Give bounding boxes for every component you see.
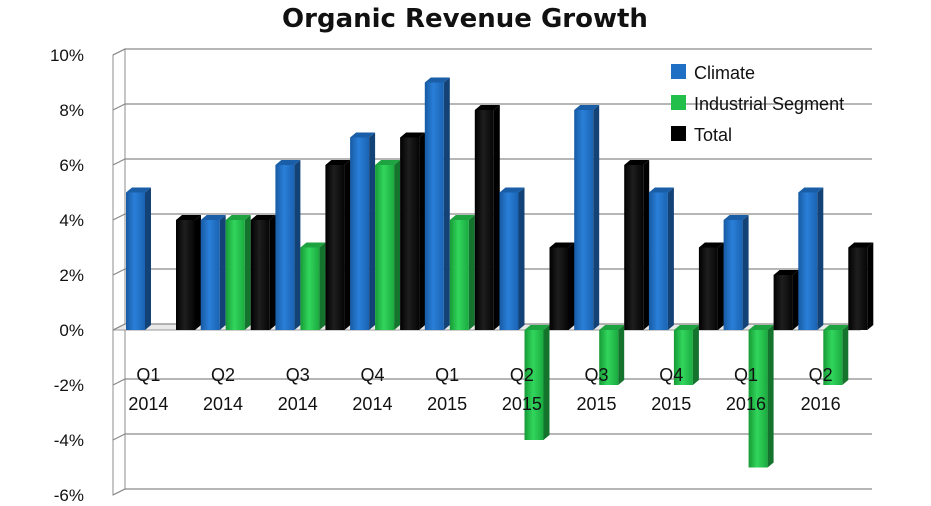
y-tick-label: -2% — [54, 376, 84, 395]
x-tick-label: Q3 2015 — [577, 365, 617, 414]
legend-label-climate: Climate — [694, 63, 755, 83]
bar-climate — [798, 187, 824, 330]
x-tick-label: Q3 2014 — [278, 365, 318, 414]
legend-swatch-total — [671, 126, 686, 141]
bar-total — [250, 215, 276, 330]
bar-climate — [574, 105, 600, 330]
bar-total — [624, 160, 650, 330]
y-tick-label: -6% — [54, 486, 84, 505]
bar-total — [400, 132, 426, 330]
gridline — [112, 433, 872, 441]
x-tick-label: Q4 2015 — [651, 365, 691, 414]
bar-climate — [723, 215, 749, 330]
gridline — [112, 488, 872, 496]
bar-climate — [275, 160, 301, 330]
bars — [126, 77, 874, 468]
y-tick-label: 2% — [59, 266, 84, 285]
bar-climate — [126, 187, 151, 330]
bar-industrial-segment — [823, 325, 849, 385]
bar-industrial-segment — [524, 325, 550, 440]
chart-title: Organic Revenue Growth — [282, 4, 648, 34]
bar-total — [773, 270, 799, 330]
y-tick-label: 4% — [59, 211, 84, 230]
bar-industrial-segment — [599, 325, 625, 385]
x-axis-tick-labels: Q1 2014 Q2 2014 Q3 2014 Q4 2014 Q1 2015 Q2 2015 Q3 20… — [128, 365, 840, 414]
bar-climate — [200, 215, 226, 330]
bar-industrial-segment — [300, 242, 326, 330]
x-tick-label: Q2 2015 — [502, 365, 542, 414]
bar-industrial-segment — [375, 160, 401, 330]
gridline — [112, 323, 872, 331]
legend-swatch-climate — [671, 64, 686, 79]
bar-total — [474, 105, 500, 330]
bar-total — [698, 242, 724, 330]
y-tick-label: 10% — [50, 46, 84, 65]
gridlines — [112, 48, 872, 496]
gridline — [112, 268, 872, 276]
y-tick-label: 8% — [59, 101, 84, 120]
bar-industrial-segment — [673, 325, 699, 385]
y-axis-tick-labels: -6% -4% -2% 0% 2% 4% 6% 8% 10% — [50, 46, 84, 505]
legend-label-total: Total — [694, 125, 732, 145]
bar-total — [325, 160, 351, 330]
x-tick-label: Q2 2016 — [801, 365, 841, 414]
x-tick-label: Q1 2016 — [726, 365, 766, 414]
bar-climate — [350, 132, 376, 330]
x-tick-label: Q1 2015 — [427, 365, 467, 414]
bar-industrial-segment — [225, 215, 251, 330]
gridline — [112, 213, 872, 221]
y-tick-label: 0% — [59, 321, 84, 340]
gridline — [112, 103, 872, 111]
bar-total — [549, 242, 575, 330]
bar-climate — [424, 77, 450, 330]
bar-total — [176, 215, 201, 330]
bar-industrial-segment — [748, 325, 774, 468]
bar-climate — [648, 187, 674, 330]
x-tick-label: Q4 2014 — [352, 365, 392, 414]
bar-climate — [499, 187, 525, 330]
legend-swatch-industrial-segment — [671, 95, 686, 110]
legend: Climate Industrial Segment Total — [671, 63, 844, 145]
bar-industrial-segment — [449, 215, 475, 330]
x-tick-label: Q2 2014 — [203, 365, 243, 414]
gridline — [112, 158, 872, 166]
y-tick-label: -4% — [54, 431, 84, 450]
gridline — [112, 48, 872, 56]
legend-label-industrial-segment: Industrial Segment — [694, 94, 844, 114]
x-tick-label: Q1 2014 — [128, 365, 168, 414]
bar-total — [848, 242, 874, 330]
y-tick-label: 6% — [59, 156, 84, 175]
